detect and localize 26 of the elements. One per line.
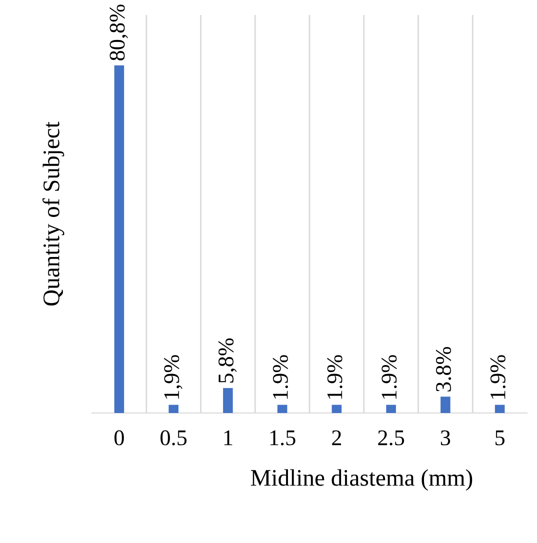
data-label: 3.8%	[436, 346, 452, 392]
bar	[168, 404, 178, 413]
x-tick-label: 2	[332, 430, 342, 446]
data-label: 1.9%	[490, 355, 506, 399]
x-tick-label: 1	[224, 430, 232, 446]
data-label: 5,8%	[218, 338, 237, 383]
bar	[386, 404, 396, 413]
x-tick-label: 0	[114, 430, 124, 446]
x-axis-title: Midline diastema (mm)	[250, 469, 472, 491]
data-label: 1.9%	[382, 355, 397, 399]
bar	[494, 404, 505, 413]
x-tick-label: 5	[496, 430, 504, 446]
data-label: 1.9%	[327, 355, 342, 399]
bar	[277, 404, 288, 413]
bar	[223, 388, 233, 413]
bar	[440, 396, 450, 413]
x-tick-label: 3	[440, 430, 450, 446]
y-axis-title: Quantity of Subject	[42, 122, 64, 306]
bar	[332, 404, 342, 413]
data-label: 1.9%	[272, 355, 288, 399]
data-label: 1,9%	[164, 355, 182, 399]
bar	[114, 65, 124, 413]
data-label: 80,8%	[110, 4, 128, 60]
x-tick-label: 1.5	[270, 430, 296, 446]
x-tick-label: 2.5	[378, 430, 404, 446]
x-tick-label: 0.5	[160, 430, 187, 446]
